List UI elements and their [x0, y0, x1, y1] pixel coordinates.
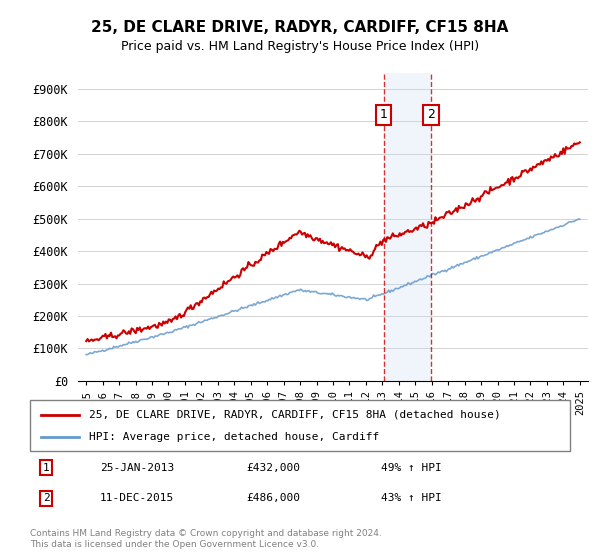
- Text: HPI: Average price, detached house, Cardiff: HPI: Average price, detached house, Card…: [89, 432, 380, 442]
- Text: 2: 2: [427, 109, 435, 122]
- Text: 49% ↑ HPI: 49% ↑ HPI: [381, 463, 442, 473]
- Text: 1: 1: [43, 463, 50, 473]
- FancyBboxPatch shape: [30, 400, 570, 451]
- Text: 1: 1: [380, 109, 388, 122]
- Text: Contains HM Land Registry data © Crown copyright and database right 2024.
This d: Contains HM Land Registry data © Crown c…: [30, 529, 382, 549]
- Text: 43% ↑ HPI: 43% ↑ HPI: [381, 493, 442, 503]
- Text: 25-JAN-2013: 25-JAN-2013: [100, 463, 175, 473]
- Text: £432,000: £432,000: [246, 463, 300, 473]
- Text: 25, DE CLARE DRIVE, RADYR, CARDIFF, CF15 8HA (detached house): 25, DE CLARE DRIVE, RADYR, CARDIFF, CF15…: [89, 409, 501, 419]
- Text: 2: 2: [43, 493, 50, 503]
- Text: 25, DE CLARE DRIVE, RADYR, CARDIFF, CF15 8HA: 25, DE CLARE DRIVE, RADYR, CARDIFF, CF15…: [91, 20, 509, 35]
- Text: Price paid vs. HM Land Registry's House Price Index (HPI): Price paid vs. HM Land Registry's House …: [121, 40, 479, 53]
- Text: 11-DEC-2015: 11-DEC-2015: [100, 493, 175, 503]
- Bar: [383, 73, 431, 381]
- Text: £486,000: £486,000: [246, 493, 300, 503]
